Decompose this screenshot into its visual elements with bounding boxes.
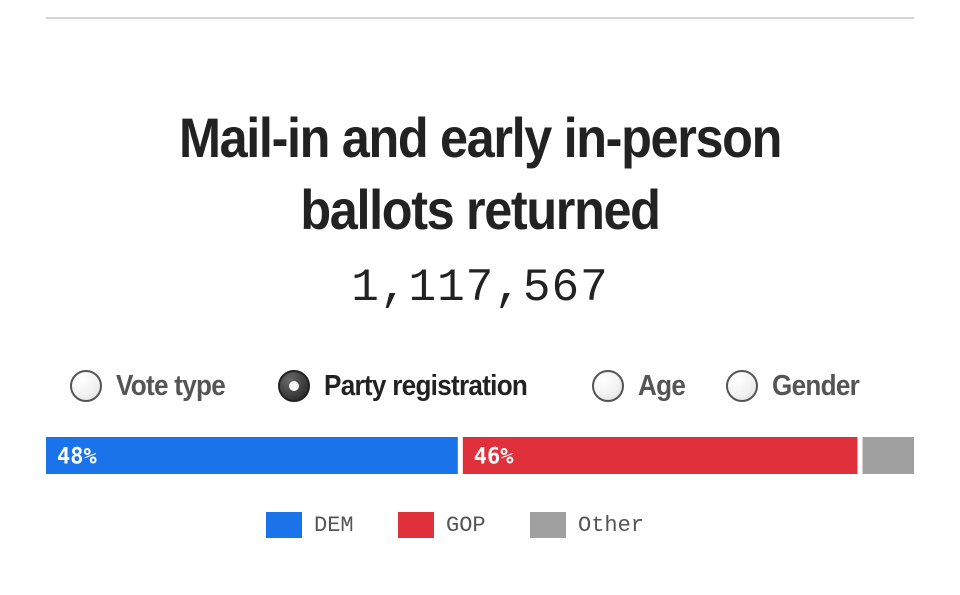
legend-label: DEM xyxy=(314,512,354,538)
radio-vote-type[interactable] xyxy=(70,370,102,402)
legend-label: Other xyxy=(578,512,645,538)
bar-segment-gop xyxy=(462,437,858,474)
chart-title: Mail-in and early in-person ballots retu… xyxy=(178,106,782,241)
chart-legend: DEM GOP Other xyxy=(0,508,960,542)
option-label: Age xyxy=(638,369,686,402)
legend-item-other: Other xyxy=(530,508,644,542)
stacked-bar-chart: 48% 46% xyxy=(46,437,914,474)
radio-age[interactable] xyxy=(592,370,624,402)
option-vote-type[interactable]: Vote type xyxy=(70,362,237,410)
top-divider xyxy=(46,17,914,19)
option-age[interactable]: Age xyxy=(592,362,690,410)
option-party-registration[interactable]: Party registration xyxy=(278,362,550,410)
bar-label-gop: 46% xyxy=(474,445,514,470)
option-label: Party registration xyxy=(324,369,528,402)
radio-gender[interactable] xyxy=(726,370,758,402)
legend-swatch xyxy=(398,512,434,538)
bar-segment-other xyxy=(862,437,914,474)
option-label: Vote type xyxy=(116,369,226,402)
radio-party-registration[interactable] xyxy=(278,370,310,402)
breakdown-selector: Vote type Party registration Age Gender xyxy=(0,362,960,410)
option-label: Gender xyxy=(772,369,860,402)
option-gender[interactable]: Gender xyxy=(726,362,869,410)
legend-item-gop: GOP xyxy=(398,508,486,542)
bar-segment-dem xyxy=(46,437,458,474)
legend-swatch xyxy=(266,512,302,538)
legend-swatch xyxy=(530,512,566,538)
ballot-total: 1,117,567 xyxy=(351,262,609,314)
legend-label: GOP xyxy=(446,512,486,538)
bar-label-dem: 48% xyxy=(57,445,97,470)
legend-item-dem: DEM xyxy=(266,508,354,542)
